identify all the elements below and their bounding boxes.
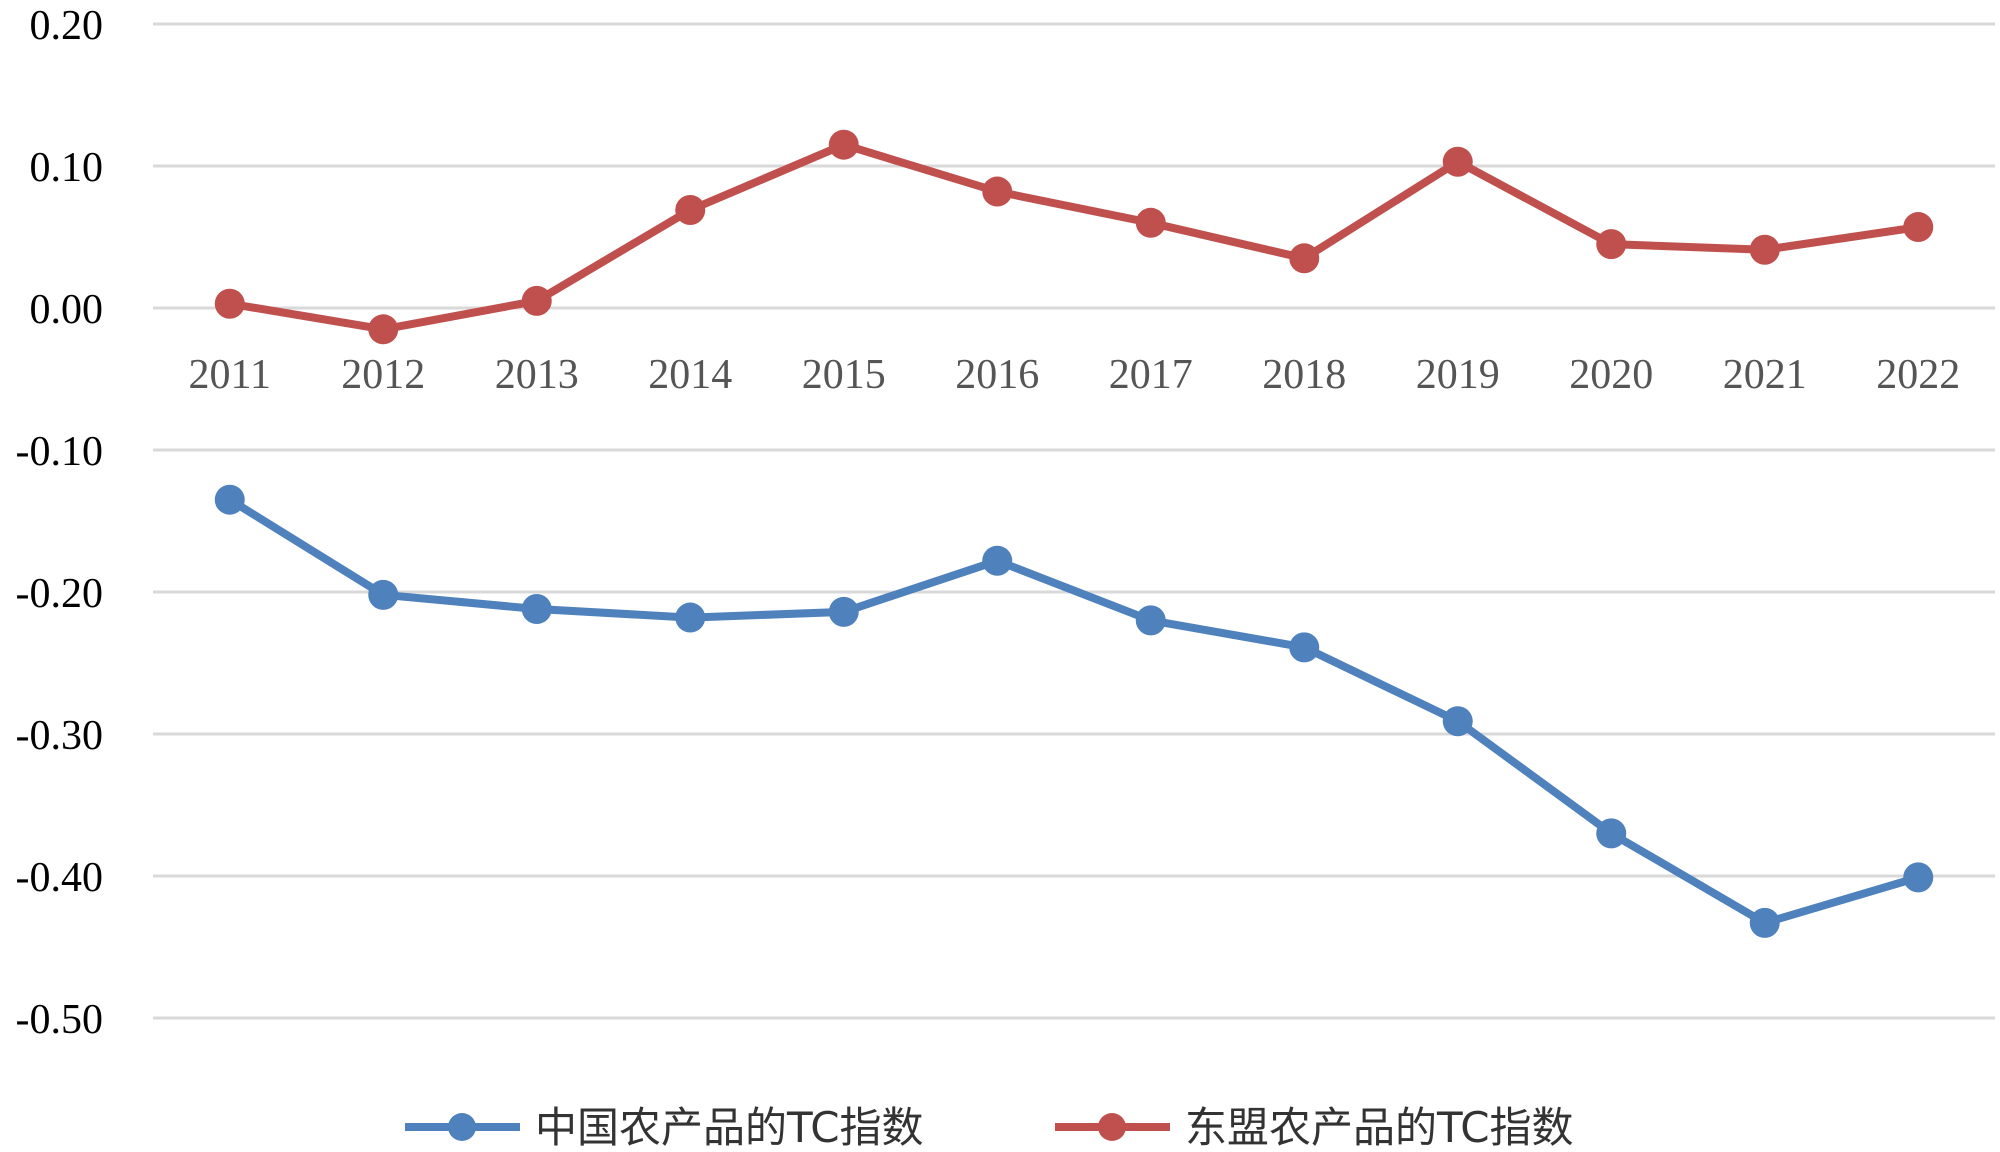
x-tick-label: 2016 [955, 352, 1039, 398]
x-tick-label: 2012 [341, 352, 425, 398]
data-point [521, 285, 552, 316]
x-tick-label: 2020 [1569, 352, 1653, 398]
data-point [521, 594, 552, 625]
legend-swatch-marker [1098, 1113, 1126, 1141]
x-tick-label: 2013 [495, 352, 579, 398]
y-tick-label: -0.20 [16, 571, 104, 617]
series-layer [214, 129, 1934, 938]
data-point [1442, 146, 1473, 177]
data-point [368, 314, 399, 345]
y-tick-label: -0.50 [16, 997, 104, 1043]
data-point [675, 195, 706, 226]
x-tick-label: 2018 [1262, 352, 1346, 398]
data-point [214, 288, 245, 319]
data-point [982, 545, 1013, 576]
data-point [1442, 706, 1473, 737]
data-point [1749, 907, 1780, 938]
legend-item: 东盟农产品的TC指数 [1055, 1103, 1574, 1152]
x-tick-label: 2017 [1109, 352, 1193, 398]
data-point [1749, 234, 1780, 265]
x-tick-label: 2011 [189, 352, 271, 398]
legend: 中国农产品的TC指数 东盟农产品的TC指数 [405, 1103, 1574, 1152]
data-point [1135, 207, 1166, 238]
series-1 [214, 129, 1934, 345]
y-tick-label: 0.00 [30, 287, 104, 333]
legend-label: 东盟农产品的TC指数 [1185, 1103, 1574, 1152]
data-point [1596, 818, 1627, 849]
series-0 [214, 484, 1934, 938]
data-point [1596, 229, 1627, 260]
data-point [214, 484, 245, 515]
legend-swatch-marker [448, 1113, 476, 1141]
x-tick-label: 2021 [1723, 352, 1807, 398]
x-axis-tick-labels: 2011 2012 2013 2014 2015 2016 2017 2018 2019 2020… [189, 352, 1961, 398]
x-tick-label: 2019 [1416, 352, 1500, 398]
series-line [225, 495, 1923, 927]
legend-item: 中国农产品的TC指数 [405, 1103, 924, 1152]
data-point [828, 129, 859, 160]
x-tick-label: 2014 [648, 352, 732, 398]
data-point [1289, 632, 1320, 663]
y-tick-label: -0.10 [16, 429, 104, 475]
series-line [225, 140, 1923, 334]
x-tick-label: 2015 [802, 352, 886, 398]
data-point [1903, 212, 1934, 243]
y-tick-label: 0.20 [30, 3, 104, 49]
y-tick-label: -0.30 [16, 713, 104, 759]
gridlines [153, 22, 1995, 1020]
x-tick-label: 2022 [1876, 352, 1960, 398]
data-point [1903, 862, 1934, 893]
y-tick-label: 0.10 [30, 145, 104, 191]
data-point [1289, 243, 1320, 274]
data-point [828, 596, 859, 627]
data-point [1135, 605, 1166, 636]
y-tick-label: -0.40 [16, 855, 104, 901]
y-axis-tick-labels: 0.20 0.10 0.00 -0.10 -0.20 -0.30 -0.40 -0.50 [16, 3, 104, 1043]
data-point [982, 176, 1013, 207]
legend-label: 中国农产品的TC指数 [535, 1103, 924, 1152]
data-point [675, 602, 706, 633]
data-point [368, 579, 399, 610]
